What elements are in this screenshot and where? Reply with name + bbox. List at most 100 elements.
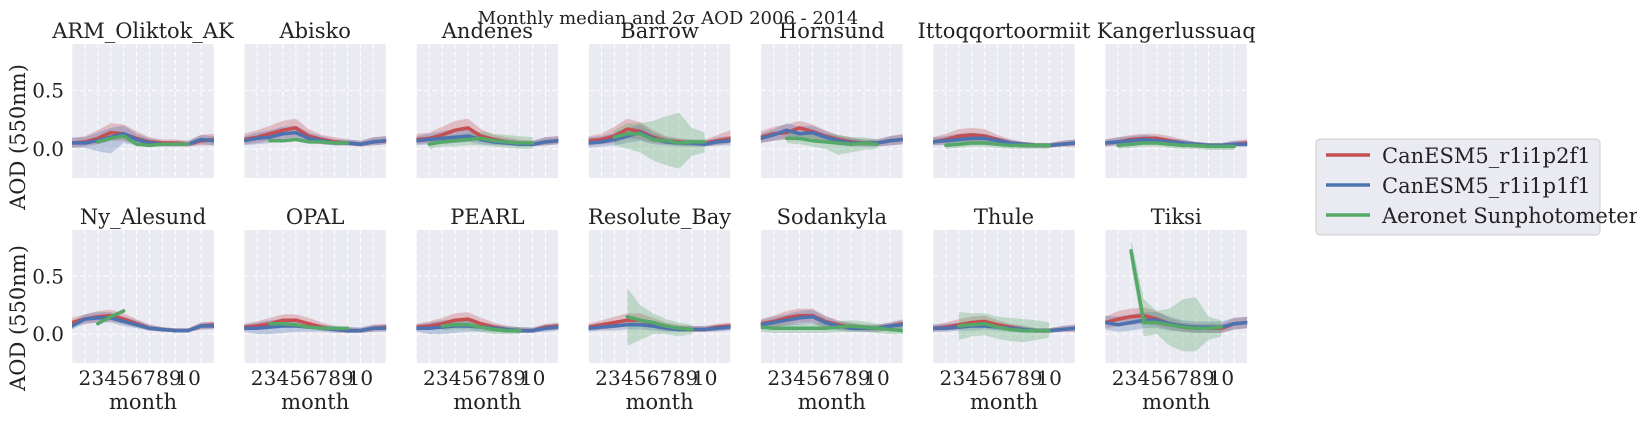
xtick-label: 10	[864, 366, 889, 390]
xtick-label: 8	[673, 366, 686, 390]
xtick-label: 4	[793, 366, 806, 390]
subplot-kangerlussuaq: Kangerlussuaq	[1097, 19, 1256, 178]
line-canesm5-r1i1p1f1	[760, 128, 903, 145]
xtick-label: 3	[608, 366, 621, 390]
line-canesm5-r1i1p1f1	[588, 323, 731, 332]
subplot-title: Hornsund	[779, 19, 885, 43]
series-layer	[416, 118, 559, 149]
series-layer	[244, 118, 387, 147]
xtick-label: 9	[341, 366, 354, 390]
band-canesm5-r1i1p2f1	[933, 127, 1075, 148]
ytick-label: 0.0	[32, 322, 64, 346]
xtick-label: 8	[845, 366, 858, 390]
xaxis-label: month	[798, 390, 866, 414]
subplot-hornsund: Hornsund	[760, 19, 904, 178]
subplot-title: Barrow	[620, 19, 699, 43]
xtick-label: 6	[819, 366, 832, 390]
series-layer	[760, 120, 903, 155]
line-aeronet-sunphotometer	[268, 321, 350, 331]
ytick-label: 0.5	[32, 79, 64, 103]
xtick-label: 3	[780, 366, 793, 390]
xtick-label: 8	[328, 366, 341, 390]
xtick-label: 8	[1189, 366, 1202, 390]
xaxis-label: month	[109, 390, 177, 414]
subplot-title: Sodankyla	[777, 205, 887, 229]
xtick-label: 5	[462, 366, 475, 390]
xaxis-label: month	[970, 390, 1038, 414]
xaxis-label: month	[281, 390, 349, 414]
plot-area	[760, 230, 903, 363]
xtick-label: 4	[1138, 366, 1151, 390]
xtick-label: 6	[130, 366, 143, 390]
xtick-label: 5	[634, 366, 647, 390]
subplot-andenes: Andenes	[415, 19, 559, 178]
series-layer	[933, 127, 1075, 149]
xtick-label: 9	[858, 366, 871, 390]
xtick-label: 9	[1030, 366, 1043, 390]
xtick-label: 7	[315, 366, 328, 390]
subplot-title: Resolute_Bay	[588, 205, 731, 229]
series-layer	[72, 123, 214, 154]
xtick-label: 2	[767, 366, 780, 390]
series-layer	[1105, 133, 1248, 150]
plot-area	[933, 230, 1075, 363]
plot-area	[72, 44, 214, 178]
xtick-label: 10	[175, 366, 200, 390]
line-aeronet-sunphotometer	[957, 321, 1051, 333]
xtick-label: 8	[500, 366, 513, 390]
subplot-abisko: Abisko	[243, 19, 387, 178]
plot-area	[416, 44, 559, 178]
subplot-title: PEARL	[450, 205, 524, 229]
xtick-label: 9	[513, 366, 526, 390]
series-layer	[588, 112, 731, 169]
figure-title: Monthly median and 2σ AOD 2006 - 2014	[478, 8, 858, 29]
subplot-barrow: Barrow	[588, 19, 732, 178]
plot-area	[588, 44, 731, 178]
xtick-label: 9	[686, 366, 699, 390]
xtick-label: 2	[1112, 366, 1125, 390]
plot-area	[588, 230, 731, 363]
subplot-title: Tiksi	[1151, 205, 1202, 229]
xtick-label: 7	[143, 366, 156, 390]
line-canesm5-r1i1p1f1	[72, 316, 214, 333]
xtick-label: 2	[423, 366, 436, 390]
subplot-title: Ittoqqortoormiit	[918, 19, 1091, 43]
xtick-label: 3	[264, 366, 277, 390]
band-canesm5-r1i1p2f1	[588, 118, 731, 147]
xtick-label: 7	[487, 366, 500, 390]
xtick-label: 9	[169, 366, 182, 390]
xtick-label: 3	[436, 366, 449, 390]
line-aeronet-sunphotometer	[784, 136, 879, 146]
plot-area	[244, 230, 387, 363]
plot-area	[244, 44, 387, 178]
subplot-title: Abisko	[278, 19, 350, 43]
legend-label-aeronet: Aeronet Sunphotometer	[1381, 204, 1637, 228]
series-layer	[588, 287, 731, 346]
line-aeronet-sunphotometer	[96, 309, 126, 326]
line-aeronet-sunphotometer	[760, 324, 903, 333]
line-aeronet-sunphotometer	[268, 137, 350, 145]
xtick-label: 4	[965, 366, 978, 390]
series-layer	[416, 312, 559, 335]
xtick-label: 10	[348, 366, 373, 390]
plot-area	[1105, 44, 1248, 178]
xtick-label: 2	[79, 366, 92, 390]
line-aeronet-sunphotometer	[625, 314, 694, 332]
row2-ylabel: AOD (550nm)	[6, 245, 30, 392]
xtick-label: 5	[806, 366, 819, 390]
xtick-label: 2	[251, 366, 264, 390]
row1-ylabel: AOD (550nm)	[6, 64, 30, 211]
series-layer	[72, 309, 214, 333]
line-aeronet-sunphotometer	[440, 323, 522, 333]
xtick-label: 4	[277, 366, 290, 390]
line-canesm5-r1i1p1f1	[933, 136, 1075, 148]
xtick-label: 7	[1004, 366, 1017, 390]
xtick-label: 6	[475, 366, 488, 390]
ytick-label: 0.5	[32, 264, 64, 288]
